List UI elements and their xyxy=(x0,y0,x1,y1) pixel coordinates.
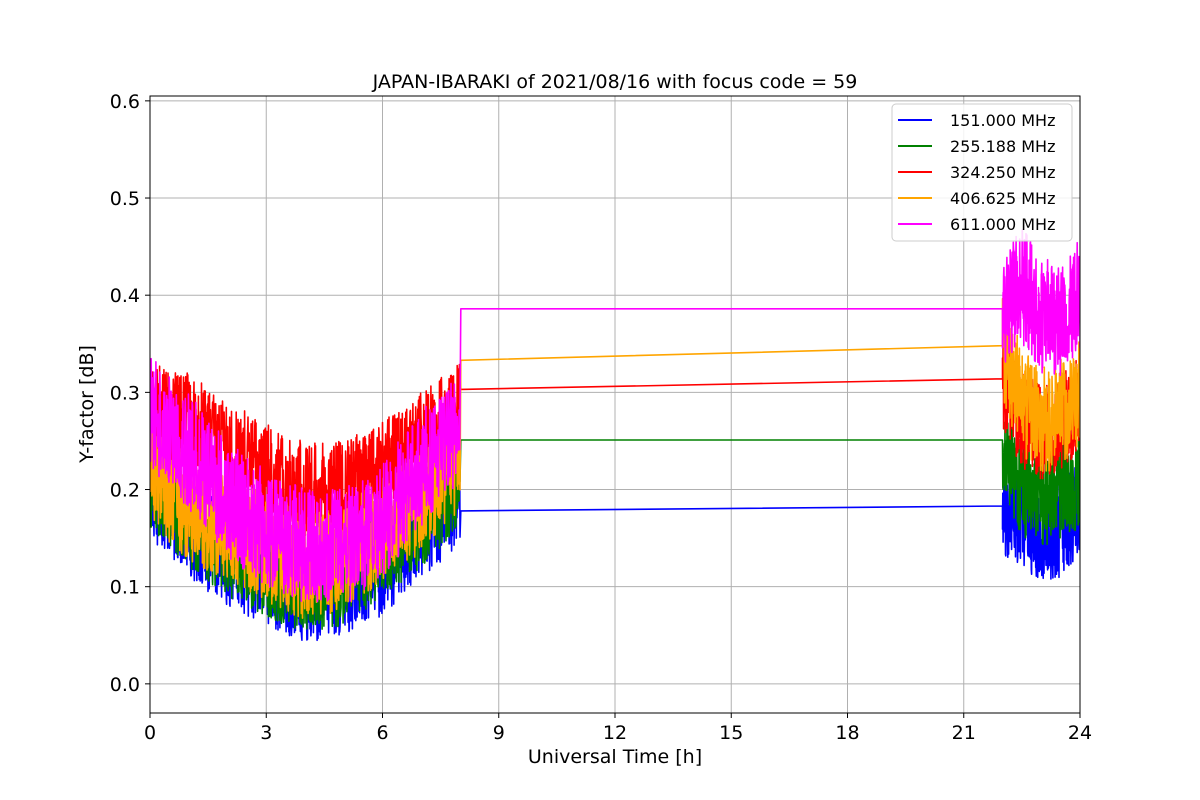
chart-title: JAPAN-IBARAKI of 2021/08/16 with focus c… xyxy=(372,71,858,93)
x-tick-label: 15 xyxy=(719,722,743,744)
x-tick-label: 18 xyxy=(835,722,859,744)
x-tick-label: 12 xyxy=(603,722,627,744)
legend-label: 611.000 MHz xyxy=(950,215,1055,234)
legend-label: 255.188 MHz xyxy=(950,137,1055,156)
series-line-5 xyxy=(150,229,1080,603)
legend-label: 324.250 MHz xyxy=(950,163,1055,182)
x-tick-label: 9 xyxy=(493,722,505,744)
y-axis: 0.0 0.1 0.2 0.3 0.4 0.5 0.6 xyxy=(110,91,150,696)
legend-items: 151.000 MHz 255.188 MHz 324.250 MHz 406.625… xyxy=(898,111,1055,234)
legend-box xyxy=(891,103,1073,242)
legend-label: 406.625 MHz xyxy=(950,189,1055,208)
x-axis-label: Universal Time [h] xyxy=(528,746,702,768)
x-axis: 0 3 6 9 12 15 18 21 24 xyxy=(144,713,1092,744)
series-group xyxy=(150,229,1080,642)
x-tick-label: 3 xyxy=(260,722,272,744)
x-tick-label: 0 xyxy=(144,722,156,744)
y-tick-label: 0.4 xyxy=(110,285,140,307)
y-tick-label: 0.0 xyxy=(110,674,140,696)
y-tick-label: 0.1 xyxy=(110,577,140,599)
series-line-4 xyxy=(150,297,1080,619)
x-tick-label: 6 xyxy=(376,722,388,744)
x-tick-label: 21 xyxy=(952,722,976,744)
y-axis-label: Y-factor [dB] xyxy=(76,345,98,464)
legend-label: 151.000 MHz xyxy=(950,111,1055,130)
legend: 151.000 MHz 255.188 MHz 324.250 MHz 406.625… xyxy=(891,103,1073,242)
y-tick-label: 0.6 xyxy=(110,91,140,113)
y-tick-label: 0.2 xyxy=(110,480,140,502)
y-tick-label: 0.5 xyxy=(110,188,140,210)
x-tick-label: 24 xyxy=(1068,722,1092,744)
y-tick-label: 0.3 xyxy=(110,382,140,404)
